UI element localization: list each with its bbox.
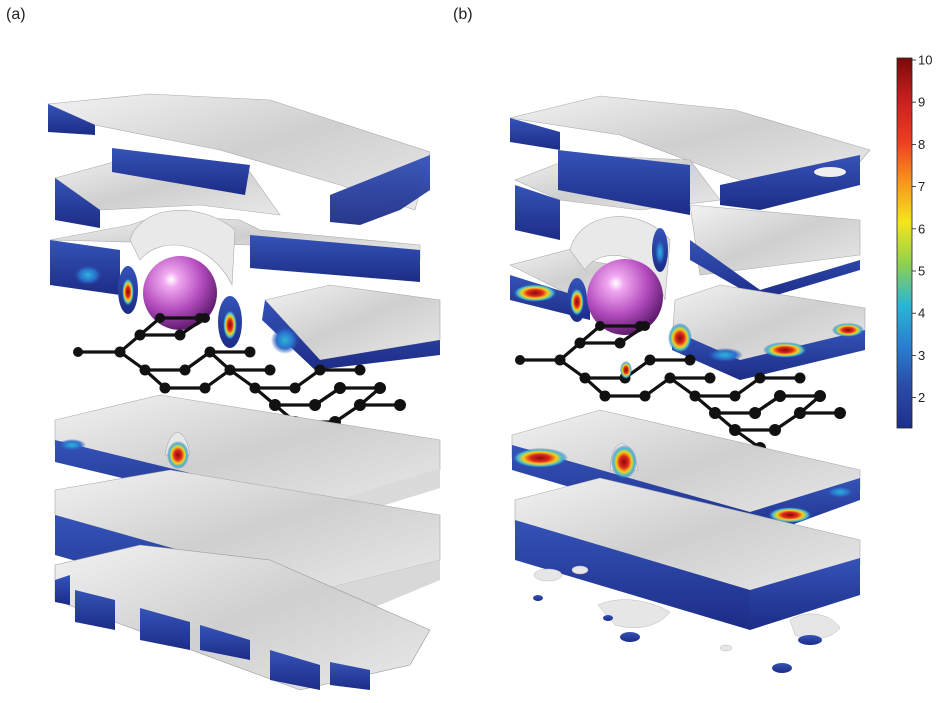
panel-a-layers bbox=[46, 93, 441, 691]
colorbar-tick-label: 4 bbox=[918, 306, 925, 321]
colorbar-tick-label: 2 bbox=[918, 390, 925, 405]
panel-b-small-hotspot bbox=[620, 361, 632, 379]
panel-a-layer-3 bbox=[49, 210, 421, 348]
panel-b-layer-4 bbox=[668, 284, 866, 380]
panel-a-layer-4 bbox=[262, 284, 441, 370]
panel-b-layer-2 bbox=[514, 150, 861, 300]
colorbar-tick-label: 8 bbox=[918, 137, 925, 152]
panel-b-layers bbox=[509, 95, 871, 673]
panel-label-b: (b) bbox=[453, 6, 473, 23]
panel-a-layer-1 bbox=[46, 93, 431, 225]
colorbar-bar bbox=[896, 57, 913, 429]
colorbar-tick-label: 5 bbox=[918, 264, 925, 279]
panel-b-layer-6 bbox=[514, 477, 861, 630]
colorbar: 10 9 8 7 6 5 4 3 2 bbox=[896, 53, 932, 429]
panel-b-ion bbox=[587, 259, 663, 335]
panel-a-layer-7 bbox=[54, 544, 431, 691]
colorbar-ticks: 10 9 8 7 6 5 4 3 2 bbox=[912, 53, 932, 405]
panel-b-scattered-blobs bbox=[533, 565, 841, 673]
colorbar-tick-label: 9 bbox=[918, 95, 925, 110]
panel-b-graphene-atoms bbox=[515, 321, 846, 454]
colorbar-tick-label: 10 bbox=[918, 53, 932, 68]
colorbar-tick-label: 3 bbox=[918, 348, 925, 363]
panel-b-layer-1 bbox=[509, 95, 871, 210]
panel-label-a: (a) bbox=[6, 6, 26, 23]
colorbar-tick-label: 6 bbox=[918, 221, 925, 236]
panel-a-layer-2 bbox=[54, 148, 281, 228]
panel-a-ion bbox=[143, 256, 217, 330]
colorbar-tick-label: 7 bbox=[918, 179, 925, 194]
